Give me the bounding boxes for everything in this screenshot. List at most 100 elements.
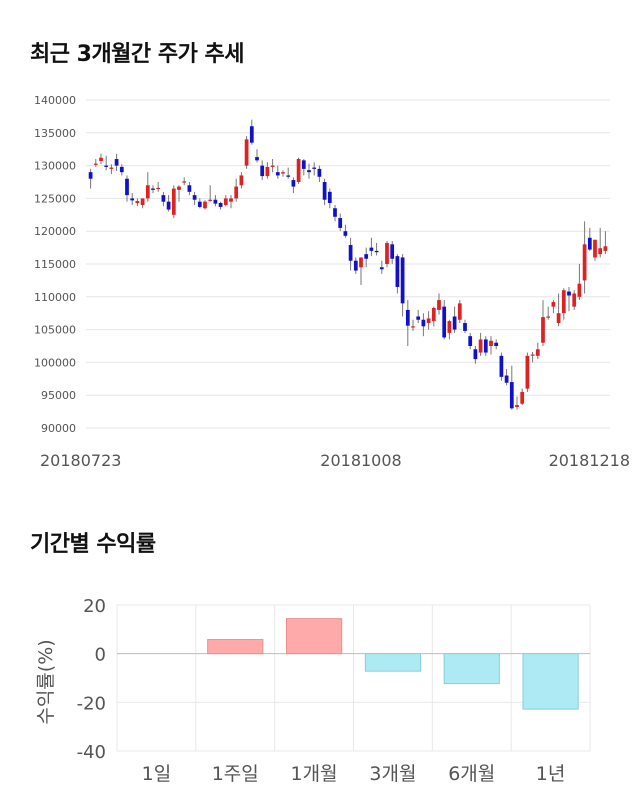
candle-body xyxy=(551,302,556,307)
candle-body xyxy=(572,293,577,307)
candle-body xyxy=(442,306,447,338)
candle-body xyxy=(333,208,337,217)
candle-body xyxy=(478,339,483,353)
candle-body xyxy=(468,336,473,346)
candle-body xyxy=(353,260,358,271)
y-tick-label: 120000 xyxy=(34,225,76,238)
candle-body xyxy=(213,199,218,204)
x-tick-label: 1일 xyxy=(142,763,172,785)
y-tick-label: -20 xyxy=(77,693,106,714)
candle-body xyxy=(317,168,322,177)
candle-body xyxy=(452,316,457,330)
x-tick-label: 20180723 xyxy=(40,451,121,470)
candle-body xyxy=(525,355,530,389)
candle-body xyxy=(301,160,306,169)
candle-body xyxy=(156,187,161,190)
candle-body xyxy=(515,405,519,408)
y-tick-label: 95000 xyxy=(41,389,76,402)
candle-body xyxy=(494,342,499,346)
candle-body xyxy=(447,321,452,333)
candle-body xyxy=(223,198,228,205)
candle-body xyxy=(239,175,244,186)
candle-body xyxy=(499,355,504,377)
candle-body xyxy=(177,186,181,190)
candle-body xyxy=(561,290,566,314)
candle-body xyxy=(291,180,296,187)
candle-body xyxy=(130,198,135,201)
candle-body xyxy=(327,191,332,203)
candle-body xyxy=(286,175,291,177)
x-tick-label: 1년 xyxy=(536,763,566,785)
candle-body xyxy=(182,181,187,183)
candle-body xyxy=(437,300,441,310)
candle-body xyxy=(218,202,223,207)
y-tick-label: 105000 xyxy=(34,324,76,337)
candle-body xyxy=(166,201,171,210)
candle-body xyxy=(587,237,592,250)
stock-trend-title: 최근 3개월간 주가 추세 xyxy=(30,42,244,67)
candle-body xyxy=(234,186,239,199)
candle-body xyxy=(416,316,421,320)
candle-body xyxy=(114,159,119,166)
candle-body xyxy=(255,157,259,161)
candle-body xyxy=(535,349,540,356)
candle-body xyxy=(504,375,509,383)
y-tick-label: 100000 xyxy=(34,356,76,369)
candle-body xyxy=(400,257,405,304)
candle-body xyxy=(161,195,166,202)
candle-body xyxy=(260,165,265,177)
candle-body xyxy=(151,188,155,190)
candle-body xyxy=(541,317,545,343)
period-returns-title: 기간별 수익률 xyxy=(30,532,156,557)
candle-body xyxy=(385,243,389,264)
candle-body xyxy=(567,291,571,296)
candle-body xyxy=(229,198,233,202)
candle-body xyxy=(463,323,467,331)
candle-body xyxy=(364,254,369,259)
candle-body xyxy=(192,195,197,200)
candle-body xyxy=(598,248,603,255)
candle-body xyxy=(379,267,384,270)
x-tick-label: 1주일 xyxy=(212,763,259,785)
candle-body xyxy=(509,382,514,409)
candle-body xyxy=(322,182,327,200)
candle-body xyxy=(431,307,436,322)
candle-body xyxy=(405,309,410,326)
candle-body xyxy=(556,313,561,324)
candle-body xyxy=(374,250,379,253)
candle-body xyxy=(208,199,213,201)
x-tick-label: 3개월 xyxy=(369,763,416,785)
candle-body xyxy=(109,167,114,169)
candle-body xyxy=(483,339,488,353)
candle-body xyxy=(395,256,400,287)
candle-body xyxy=(171,188,176,215)
candle-body xyxy=(457,303,462,320)
candle-body xyxy=(296,159,301,182)
candle-body xyxy=(530,354,535,356)
y-tick-label: 130000 xyxy=(34,160,76,173)
candle-body xyxy=(104,165,109,167)
candle-body xyxy=(359,257,363,268)
candle-body xyxy=(203,201,207,209)
candle-body xyxy=(187,185,192,192)
x-tick-label: 20181008 xyxy=(320,451,401,470)
candle-body xyxy=(270,165,275,167)
candle-body xyxy=(244,139,249,166)
candle-body xyxy=(307,170,311,173)
y-tick-label: 20 xyxy=(83,596,106,617)
candle-body xyxy=(411,326,415,328)
candle-body xyxy=(99,157,103,162)
stock-candlestick-chart: 140000 135000 130000 125000 120000 115000 1100… xyxy=(34,94,630,470)
candle-body xyxy=(135,201,140,203)
candle-body xyxy=(520,391,525,404)
return-bar xyxy=(285,618,343,655)
candle-body xyxy=(93,163,98,165)
y-tick-label: 110000 xyxy=(34,291,76,304)
y-axis-label: 수익률(%) xyxy=(35,639,57,724)
y-tick-label: 135000 xyxy=(34,127,76,140)
candle-body xyxy=(348,244,353,261)
x-tick-label: 1개월 xyxy=(291,763,338,785)
return-bar xyxy=(207,639,264,655)
candle-body xyxy=(421,319,426,327)
